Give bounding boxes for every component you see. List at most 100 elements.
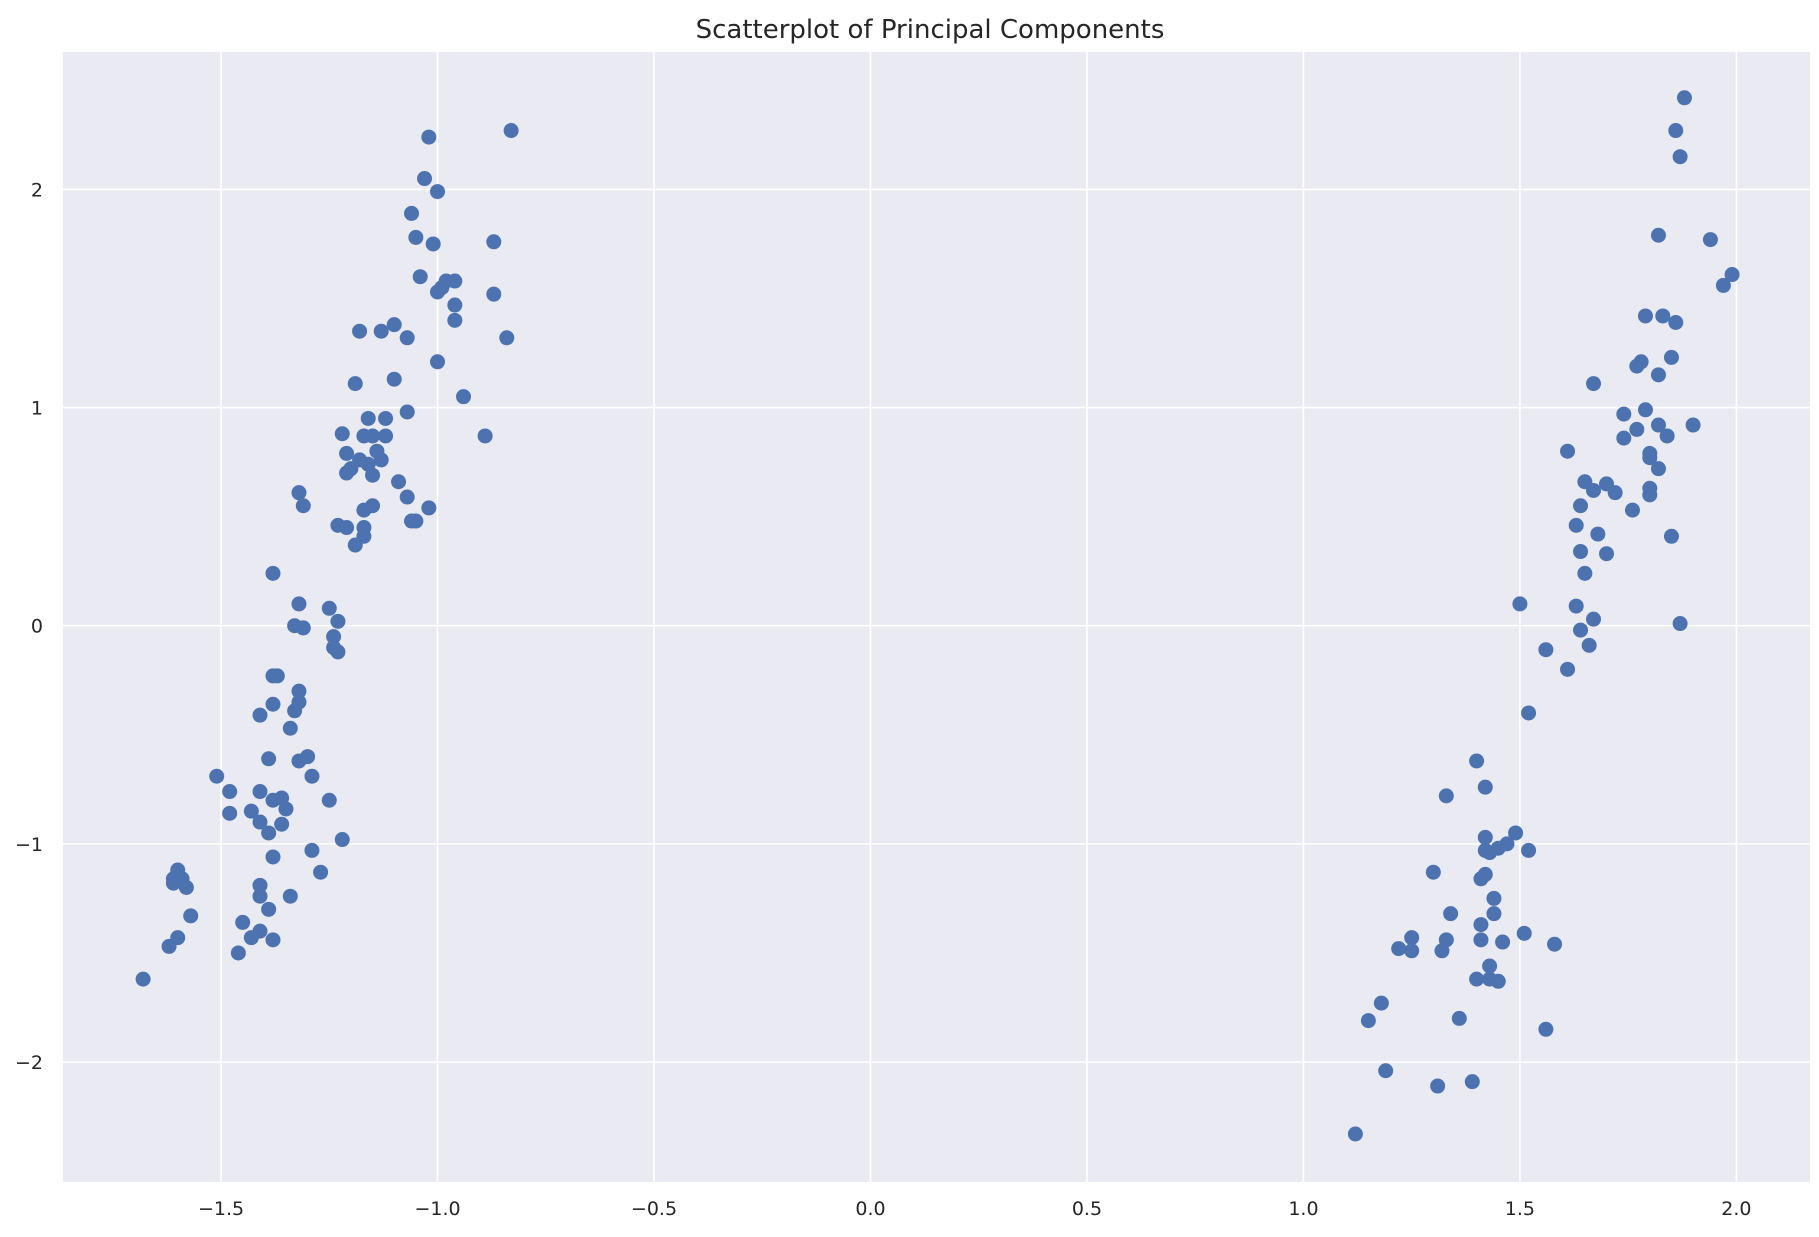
data-point <box>1624 502 1640 518</box>
data-point <box>330 644 346 660</box>
x-tick-label: 0.0 <box>855 1198 885 1220</box>
data-point <box>430 184 446 200</box>
data-point <box>235 914 251 930</box>
data-point <box>339 520 355 536</box>
data-point <box>1430 1078 1446 1094</box>
data-point <box>421 129 437 145</box>
data-point <box>1495 934 1511 950</box>
data-point <box>1425 864 1441 880</box>
data-point <box>1599 546 1615 562</box>
data-point <box>321 792 337 808</box>
data-point <box>1650 227 1666 243</box>
data-point <box>391 474 407 490</box>
data-point <box>326 629 342 645</box>
data-point <box>183 908 199 924</box>
chart-title: Scatterplot of Principal Components <box>696 15 1165 45</box>
data-point <box>222 805 238 821</box>
data-point <box>1560 661 1576 677</box>
data-point <box>265 696 281 712</box>
data-point <box>209 768 225 784</box>
data-point <box>1486 906 1502 922</box>
data-point <box>386 317 402 333</box>
data-point <box>1473 917 1489 933</box>
data-point <box>282 720 298 736</box>
data-point <box>278 801 294 817</box>
data-point <box>1573 622 1589 638</box>
data-point <box>252 877 268 893</box>
data-point <box>1616 406 1632 422</box>
data-point <box>347 537 363 553</box>
data-point <box>1607 485 1623 501</box>
data-point <box>1668 315 1684 331</box>
data-point <box>1473 932 1489 948</box>
y-tick-label: 1 <box>31 398 43 420</box>
data-point <box>1538 1021 1554 1037</box>
data-point <box>386 371 402 387</box>
data-point <box>1560 443 1576 459</box>
data-point <box>291 753 307 769</box>
data-point <box>1573 498 1589 514</box>
x-tick-label: −0.5 <box>631 1198 677 1220</box>
data-point <box>1469 971 1485 987</box>
data-point <box>373 452 389 468</box>
data-point <box>1663 349 1679 365</box>
data-point <box>486 234 502 250</box>
data-point <box>1715 277 1731 293</box>
data-point <box>252 784 268 800</box>
data-point <box>417 171 433 187</box>
data-point <box>1685 417 1701 433</box>
data-point <box>455 389 471 405</box>
data-point <box>243 930 259 946</box>
data-point <box>1663 528 1679 544</box>
data-point <box>252 814 268 830</box>
data-point <box>499 330 515 346</box>
data-point <box>1508 825 1524 841</box>
data-point <box>1482 958 1498 974</box>
plot-area <box>63 52 1810 1182</box>
data-point <box>447 297 463 313</box>
data-point <box>330 613 346 629</box>
data-point <box>269 668 285 684</box>
data-point <box>1438 788 1454 804</box>
data-point <box>135 971 151 987</box>
data-point <box>252 888 268 904</box>
data-point <box>1629 421 1645 437</box>
data-point <box>265 849 281 865</box>
data-point <box>230 945 246 961</box>
data-point <box>165 875 181 891</box>
data-point <box>1347 1126 1363 1142</box>
data-point <box>1659 428 1675 444</box>
data-point <box>1577 565 1593 581</box>
data-point <box>373 323 389 339</box>
data-point <box>356 502 372 518</box>
y-tick-label: −2 <box>15 1052 43 1074</box>
data-point <box>222 784 238 800</box>
data-point <box>1443 906 1459 922</box>
data-point <box>1360 1013 1376 1029</box>
data-point <box>261 825 277 841</box>
data-point <box>1568 517 1584 533</box>
data-point <box>1637 308 1653 324</box>
data-point <box>295 620 311 636</box>
data-point <box>399 404 415 420</box>
data-point <box>321 600 337 616</box>
data-point <box>261 901 277 917</box>
data-point <box>1637 402 1653 418</box>
data-point <box>1586 482 1602 498</box>
data-point <box>447 312 463 328</box>
x-tick-label: −1.0 <box>414 1198 460 1220</box>
data-point <box>265 565 281 581</box>
data-point <box>421 500 437 516</box>
data-point <box>378 410 394 426</box>
data-point <box>287 703 303 719</box>
data-point <box>486 286 502 302</box>
data-point <box>360 410 376 426</box>
data-point <box>1629 358 1645 374</box>
x-tick-label: −1.5 <box>198 1198 244 1220</box>
data-point <box>404 205 420 221</box>
data-point <box>365 467 381 483</box>
data-point <box>412 269 428 285</box>
data-point <box>1516 925 1532 941</box>
data-point <box>425 236 441 252</box>
x-tick-label: 2.0 <box>1721 1198 1751 1220</box>
